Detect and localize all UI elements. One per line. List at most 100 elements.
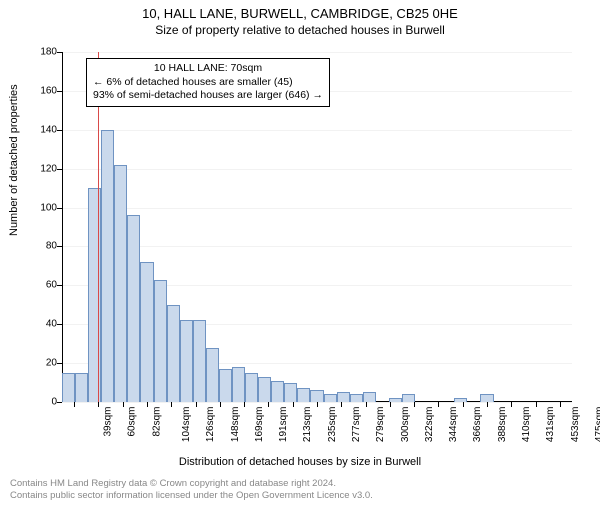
- x-tick-mark: [341, 402, 342, 407]
- x-tick-label: 82sqm: [151, 407, 162, 437]
- x-tick-mark: [196, 402, 197, 407]
- x-tick-mark: [560, 402, 561, 407]
- y-tick-label: 100: [17, 202, 57, 213]
- y-tick-mark: [57, 324, 62, 325]
- x-tick-label: 126sqm: [205, 407, 216, 443]
- x-tick-mark: [511, 402, 512, 407]
- chart-area: 02040608010012014016018039sqm60sqm82sqm1…: [62, 52, 572, 402]
- histogram-bar: [232, 367, 245, 402]
- histogram-bar: [258, 377, 271, 402]
- histogram-bar: [114, 165, 127, 402]
- y-tick-mark: [57, 363, 62, 364]
- y-tick-mark: [57, 285, 62, 286]
- histogram-bar: [206, 348, 219, 402]
- x-tick-label: 410sqm: [521, 407, 532, 443]
- page-subtitle: Size of property relative to detached ho…: [0, 23, 600, 37]
- histogram-bar: [284, 383, 297, 402]
- y-tick-label: 60: [17, 280, 57, 291]
- x-tick-mark: [438, 402, 439, 407]
- histogram-bar: [167, 305, 180, 402]
- x-tick-label: 279sqm: [375, 407, 386, 443]
- y-tick-label: 180: [17, 47, 57, 58]
- x-tick-label: 277sqm: [351, 407, 362, 443]
- x-tick-label: 169sqm: [254, 407, 265, 443]
- annotation-line-1: 10 HALL LANE: 70sqm: [93, 62, 323, 76]
- x-tick-label: 39sqm: [103, 407, 114, 437]
- histogram-bar: [140, 262, 153, 402]
- x-tick-mark: [147, 402, 148, 407]
- histogram-bar: [350, 394, 363, 402]
- histogram-bar: [193, 320, 206, 402]
- footer-attribution: Contains HM Land Registry data © Crown c…: [10, 478, 373, 502]
- x-tick-mark: [74, 402, 75, 407]
- x-tick-label: 148sqm: [230, 407, 241, 443]
- page-title: 10, HALL LANE, BURWELL, CAMBRIDGE, CB25 …: [0, 6, 600, 21]
- y-tick-label: 120: [17, 163, 57, 174]
- x-tick-label: 366sqm: [473, 407, 484, 443]
- x-tick-mark: [268, 402, 269, 407]
- x-tick-label: 191sqm: [278, 407, 289, 443]
- histogram-bar: [101, 130, 114, 402]
- x-tick-mark: [317, 402, 318, 407]
- gridline: [62, 52, 572, 53]
- x-tick-label: 60sqm: [127, 407, 138, 437]
- histogram-bar: [127, 215, 140, 402]
- x-tick-mark: [390, 402, 391, 407]
- histogram-bar: [480, 394, 493, 402]
- y-tick-label: 140: [17, 124, 57, 135]
- x-tick-label: 475sqm: [594, 407, 600, 443]
- histogram-bar: [88, 188, 101, 402]
- y-tick-label: 40: [17, 319, 57, 330]
- x-tick-label: 322sqm: [424, 407, 435, 443]
- histogram-bar: [245, 373, 258, 402]
- x-tick-mark: [220, 402, 221, 407]
- histogram-bar: [219, 369, 232, 402]
- histogram-bar: [389, 398, 402, 402]
- histogram-bar: [402, 394, 415, 402]
- histogram-bar: [324, 394, 337, 402]
- x-tick-mark: [123, 402, 124, 407]
- x-tick-label: 431sqm: [545, 407, 556, 443]
- y-tick-mark: [57, 246, 62, 247]
- x-tick-label: 235sqm: [327, 407, 338, 443]
- x-tick-mark: [293, 402, 294, 407]
- y-tick-mark: [57, 52, 62, 53]
- x-tick-label: 213sqm: [303, 407, 314, 443]
- gridline: [62, 208, 572, 209]
- annotation-box: 10 HALL LANE: 70sqm ← 6% of detached hou…: [86, 58, 330, 107]
- histogram-bar: [310, 390, 323, 402]
- x-tick-mark: [414, 402, 415, 407]
- y-tick-label: 80: [17, 241, 57, 252]
- x-axis-label: Distribution of detached houses by size …: [0, 456, 600, 468]
- x-tick-label: 104sqm: [181, 407, 192, 443]
- chart-container: 10, HALL LANE, BURWELL, CAMBRIDGE, CB25 …: [0, 6, 600, 506]
- y-tick-mark: [57, 130, 62, 131]
- y-tick-label: 160: [17, 85, 57, 96]
- histogram-bar: [337, 392, 350, 402]
- x-tick-mark: [463, 402, 464, 407]
- histogram-bar: [454, 398, 467, 402]
- x-tick-mark: [171, 402, 172, 407]
- y-tick-mark: [57, 91, 62, 92]
- histogram-bar: [154, 280, 167, 403]
- x-tick-mark: [244, 402, 245, 407]
- footer-line-2: Contains public sector information licen…: [10, 490, 373, 502]
- x-tick-label: 453sqm: [570, 407, 581, 443]
- x-tick-mark: [536, 402, 537, 407]
- x-tick-label: 344sqm: [448, 407, 459, 443]
- footer-line-1: Contains HM Land Registry data © Crown c…: [10, 478, 373, 490]
- x-tick-mark: [98, 402, 99, 407]
- histogram-bar: [62, 373, 75, 402]
- x-tick-mark: [366, 402, 367, 407]
- histogram-bar: [180, 320, 193, 402]
- x-tick-mark: [487, 402, 488, 407]
- annotation-line-2: ← 6% of detached houses are smaller (45): [93, 76, 323, 90]
- histogram-bar: [75, 373, 88, 402]
- annotation-line-3: 93% of semi-detached houses are larger (…: [93, 89, 323, 103]
- y-tick-label: 0: [17, 397, 57, 408]
- histogram-bar: [297, 388, 310, 402]
- x-tick-label: 300sqm: [400, 407, 411, 443]
- y-tick-mark: [57, 208, 62, 209]
- gridline: [62, 169, 572, 170]
- y-tick-mark: [57, 402, 62, 403]
